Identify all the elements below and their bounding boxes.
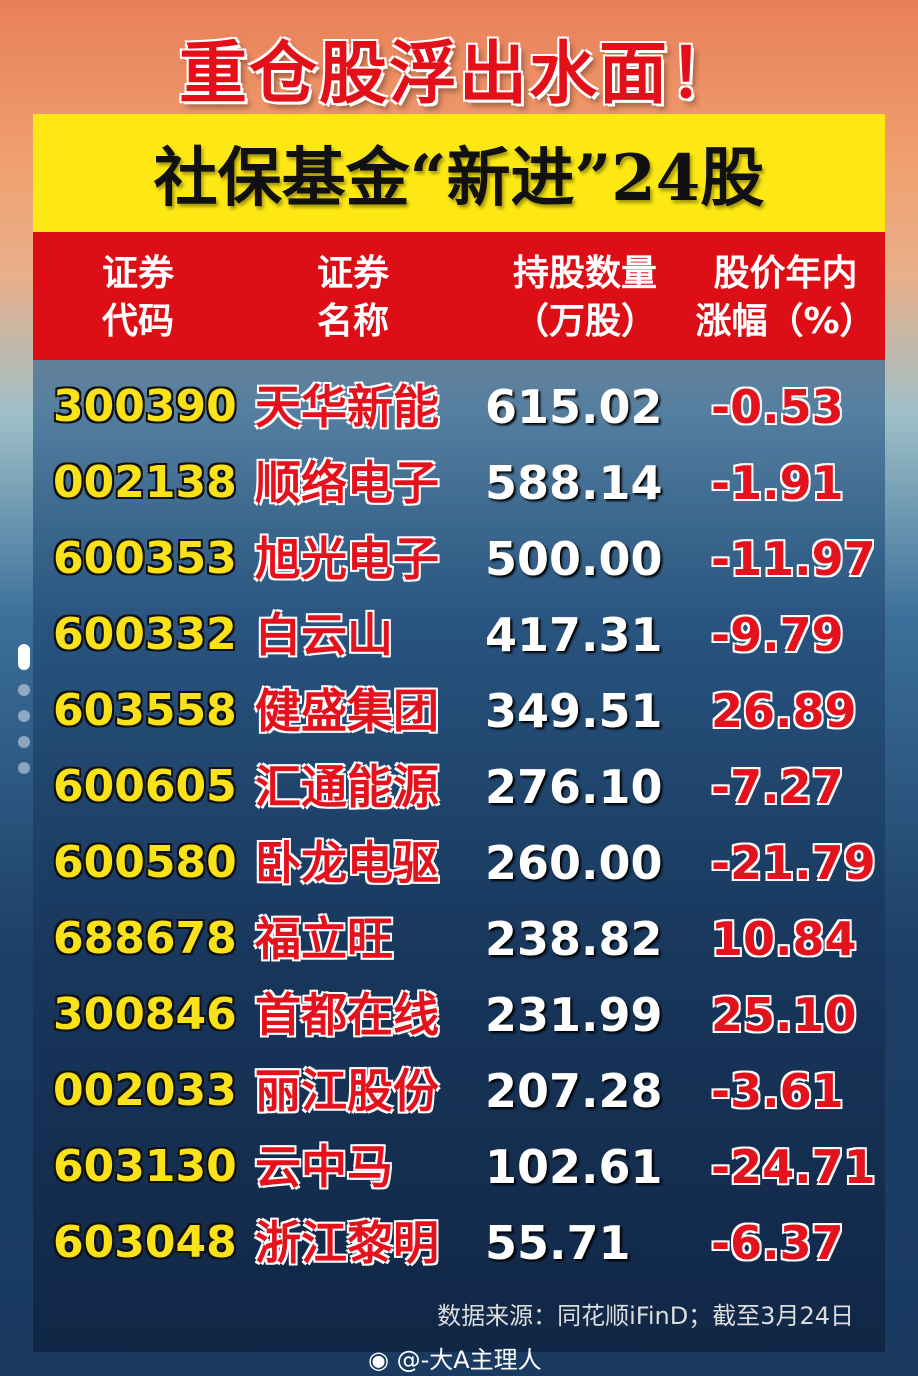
header-code: 证券 代码 xyxy=(83,250,193,346)
change: -9.79 xyxy=(711,608,844,662)
carousel-dot[interactable] xyxy=(18,762,30,774)
stock-code: 300846 xyxy=(53,989,237,1040)
header-code-line1: 证券 xyxy=(101,253,174,294)
table-row: 603558 健盛集团 349.51 26.89 xyxy=(33,673,885,749)
header-change: 股价年内涨幅（%） xyxy=(688,250,883,346)
holding: 231.99 xyxy=(485,988,663,1042)
header-name-line2: 名称 xyxy=(316,301,389,342)
table-row: 002033 丽江股份 207.28 -3.61 xyxy=(33,1053,885,1129)
stock-code: 600605 xyxy=(53,761,237,812)
change: -0.53 xyxy=(711,380,844,434)
stock-code: 603048 xyxy=(53,1217,237,1268)
table-body: 300390 天华新能 615.02 -0.53 002138 顺络电子 588.14 -1.… xyxy=(33,360,885,1352)
stock-code: 688678 xyxy=(53,913,237,964)
stock-name: 顺络电子 xyxy=(255,456,439,510)
holding: 615.02 xyxy=(485,380,663,434)
watermark: ◉ @-大A主理人 xyxy=(368,1340,542,1375)
stock-code: 002138 xyxy=(53,457,237,508)
table-row: 600580 卧龙电驱 260.00 -21.79 xyxy=(33,825,885,901)
stock-name: 首都在线 xyxy=(255,988,439,1042)
carousel-indicator[interactable] xyxy=(18,644,30,788)
header-change-line1: 股价年内 xyxy=(713,253,858,294)
change: -21.79 xyxy=(711,836,876,890)
stock-name: 健盛集团 xyxy=(255,684,439,738)
stock-name: 浙江黎明 xyxy=(255,1216,439,1270)
stock-name: 卧龙电驱 xyxy=(255,836,439,890)
change: -3.61 xyxy=(711,1064,844,1118)
banner-heading: 社保基金“新进”24股 xyxy=(33,114,885,232)
change: -6.37 xyxy=(711,1216,844,1270)
table-row: 300846 首都在线 231.99 25.10 xyxy=(33,977,885,1053)
holding: 588.14 xyxy=(485,456,663,510)
table-row: 600332 白云山 417.31 -9.79 xyxy=(33,597,885,673)
stock-name: 白云山 xyxy=(255,608,393,662)
watermark-text: @-大A主理人 xyxy=(396,1346,542,1374)
change: -24.71 xyxy=(711,1140,876,1194)
change: 26.89 xyxy=(711,684,857,738)
stock-code: 603130 xyxy=(53,1141,237,1192)
weibo-icon: ◉ xyxy=(368,1346,389,1374)
holding: 102.61 xyxy=(485,1140,663,1194)
carousel-dot[interactable] xyxy=(18,736,30,748)
holding: 55.71 xyxy=(485,1216,631,1270)
stock-name: 福立旺 xyxy=(255,912,393,966)
change: -1.91 xyxy=(711,456,844,510)
holding: 238.82 xyxy=(485,912,663,966)
page-title: 重仓股浮出水面！ xyxy=(178,34,739,114)
holding: 349.51 xyxy=(485,684,663,738)
table-row: 688678 福立旺 238.82 10.84 xyxy=(33,901,885,977)
data-source: 数据来源：同花顺iFinD；截至3月24日 xyxy=(437,1302,854,1330)
table-row: 603048 浙江黎明 55.71 -6.37 xyxy=(33,1205,885,1281)
table-header: 证券代码 证券名称 持股数量 （万股） 股价年内涨幅（%） xyxy=(33,232,885,360)
table-row: 600353 旭光电子 500.00 -11.97 xyxy=(33,521,885,597)
carousel-dot[interactable] xyxy=(18,684,30,696)
stock-name: 天华新能 xyxy=(255,380,439,434)
holding: 500.00 xyxy=(485,532,663,586)
holding: 207.28 xyxy=(485,1064,663,1118)
change: -11.97 xyxy=(711,532,876,586)
stock-name: 云中马 xyxy=(255,1140,393,1194)
table-row: 603130 云中马 102.61 -24.71 xyxy=(33,1129,885,1205)
stock-code: 600580 xyxy=(53,837,237,888)
table-row: 002138 顺络电子 588.14 -1.91 xyxy=(33,445,885,521)
header-holding: 持股数量 （万股） xyxy=(495,250,675,346)
header-name-line1: 证券 xyxy=(316,253,389,294)
holding: 276.10 xyxy=(485,760,663,814)
change: 10.84 xyxy=(711,912,857,966)
table-row: 600605 汇通能源 276.10 -7.27 xyxy=(33,749,885,825)
stock-name: 丽江股份 xyxy=(255,1064,439,1118)
header-holding-line2: （万股） xyxy=(512,301,657,342)
change: 25.10 xyxy=(711,988,857,1042)
header-change-line2: 涨幅（%） xyxy=(695,301,876,342)
stock-code: 600353 xyxy=(53,533,237,584)
stock-code: 603558 xyxy=(53,685,237,736)
carousel-dot[interactable] xyxy=(18,710,30,722)
header-name: 证券 名称 xyxy=(298,250,408,346)
carousel-dot[interactable] xyxy=(18,644,30,670)
stock-name: 汇通能源 xyxy=(255,760,439,814)
table-row: 300390 天华新能 615.02 -0.53 xyxy=(33,369,885,445)
change: -7.27 xyxy=(711,760,844,814)
stock-code: 600332 xyxy=(53,609,237,660)
stock-name: 旭光电子 xyxy=(255,532,439,586)
holding: 260.00 xyxy=(485,836,663,890)
stock-code: 002033 xyxy=(53,1065,237,1116)
stock-code: 300390 xyxy=(53,381,237,432)
header-code-line2: 代码 xyxy=(101,301,174,342)
header-holding-line1: 持股数量 xyxy=(512,253,657,294)
holding: 417.31 xyxy=(485,608,663,662)
